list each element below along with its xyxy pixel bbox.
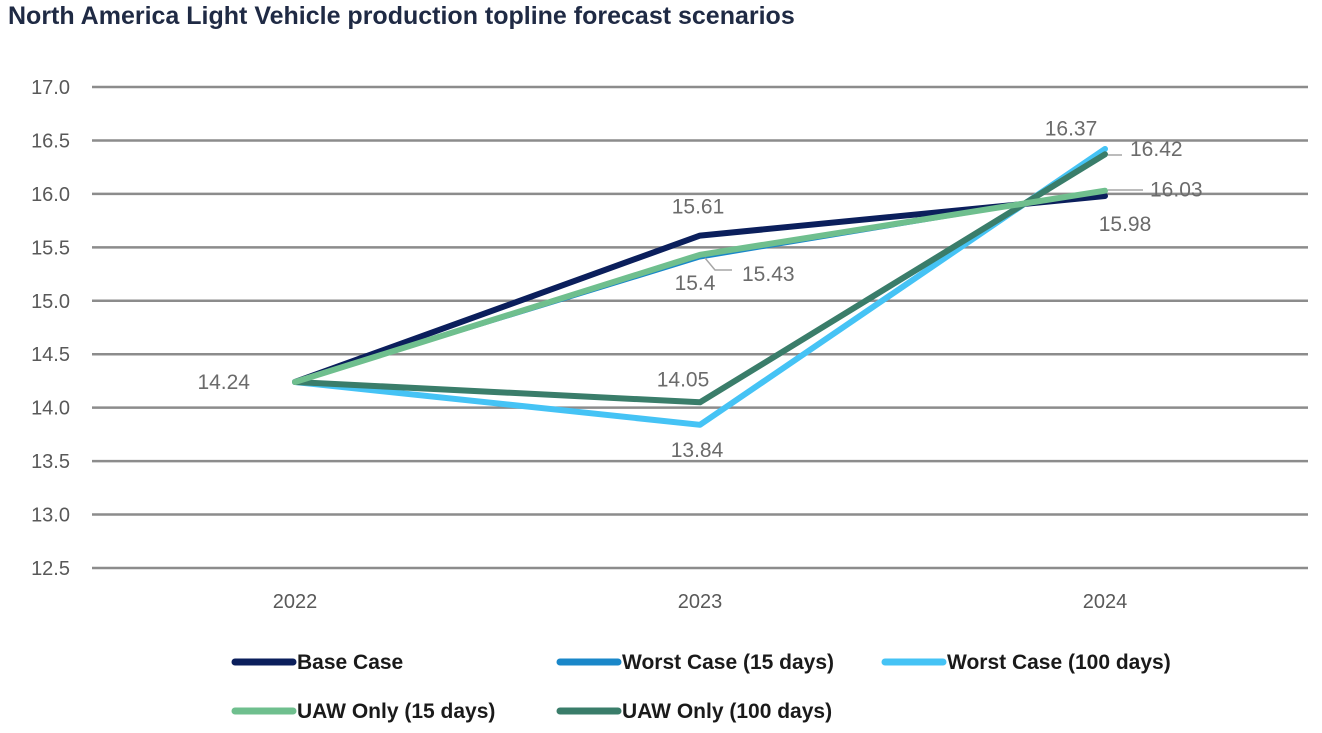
y-tick-label: 13.5 (31, 451, 70, 473)
legend-label: Worst Case (15 days) (622, 651, 834, 674)
data-label: 14.05 (657, 368, 710, 391)
legend-label: UAW Only (100 days) (622, 700, 832, 723)
y-axis-ticks: 12.5 13.0 13.5 14.0 14.5 15.0 15.5 16.0 16.5 17.0 (31, 77, 70, 580)
data-label: 14.24 (197, 371, 250, 394)
data-label: 15.4 (675, 272, 716, 295)
label-leader-lines (704, 154, 1143, 271)
legend-item[interactable]: UAW Only (100 days) (556, 700, 832, 723)
legend-item[interactable]: Base Case (231, 651, 403, 674)
series-line (292, 151, 1108, 406)
legend: Base Case Worst Case (15 days) Worst Case … (231, 651, 1171, 723)
y-tick-label: 17.0 (31, 77, 70, 99)
legend-label: UAW Only (15 days) (297, 700, 495, 723)
legend-item[interactable]: UAW Only (15 days) (231, 700, 495, 723)
legend-label: Worst Case (100 days) (947, 651, 1171, 674)
data-label: 16.37 (1045, 117, 1098, 140)
data-label: 15.98 (1099, 213, 1152, 236)
data-label: 16.03 (1150, 179, 1203, 202)
series-line (292, 146, 1108, 428)
y-tick-label: 13.0 (31, 505, 70, 527)
y-tick-label: 15.0 (31, 291, 70, 313)
y-tick-label: 12.5 (31, 558, 70, 580)
label-leader-line (704, 257, 732, 271)
series-line (292, 187, 1108, 385)
data-label: 15.43 (742, 263, 795, 286)
y-tick-label: 16.0 (31, 184, 70, 206)
x-axis-ticks: 2022 2023 2024 (273, 591, 1128, 613)
legend-label: Base Case (297, 651, 403, 674)
y-tick-label: 14.0 (31, 398, 70, 420)
data-label: 15.61 (672, 196, 725, 219)
legend-item[interactable]: Worst Case (100 days) (881, 651, 1171, 674)
y-tick-label: 15.5 (31, 237, 70, 259)
chart-title: North America Light Vehicle production t… (8, 2, 795, 30)
y-tick-label: 16.5 (31, 130, 70, 152)
gridlines (92, 85, 1308, 570)
series-lines (292, 146, 1108, 428)
data-labels: 15.61 15.98 15.4 16.03 13.84 16.42 15.43 14.24 1… (197, 117, 1202, 461)
x-tick-label: 2024 (1083, 591, 1128, 613)
legend-item[interactable]: Worst Case (15 days) (556, 651, 834, 674)
y-tick-label: 14.5 (31, 344, 70, 366)
x-tick-label: 2022 (273, 591, 318, 613)
x-tick-label: 2023 (678, 591, 723, 613)
data-label: 16.42 (1130, 138, 1183, 161)
data-label: 13.84 (671, 439, 724, 462)
